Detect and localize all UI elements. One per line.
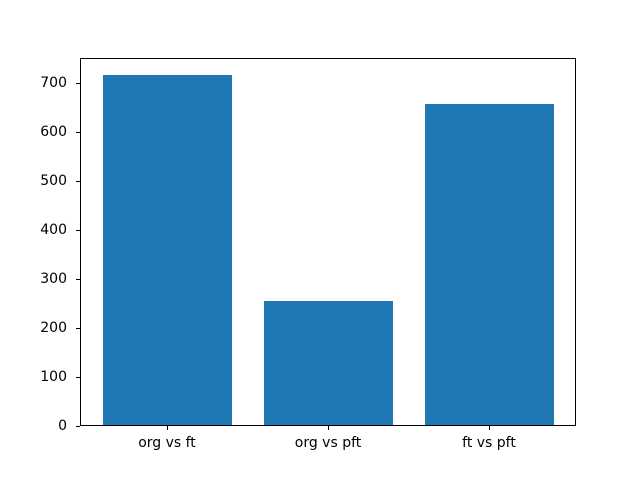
y-tick-mark [76, 279, 80, 280]
y-tick-mark [76, 230, 80, 231]
y-tick-label: 700 [40, 75, 67, 91]
y-tick-label: 500 [40, 173, 67, 189]
bar [103, 75, 232, 426]
y-tick-label: 400 [40, 222, 67, 238]
y-tick-label: 0 [58, 418, 67, 434]
y-tick-mark [76, 83, 80, 84]
y-tick-mark [76, 132, 80, 133]
y-tick-label: 100 [40, 369, 67, 385]
bar [264, 301, 393, 426]
y-tick-mark [76, 426, 80, 427]
y-tick-mark [76, 181, 80, 182]
bar [425, 104, 554, 426]
y-tick-label: 200 [40, 320, 67, 336]
x-tick-mark [328, 426, 329, 430]
y-tick-mark [76, 328, 80, 329]
x-tick-label: org vs pft [294, 435, 362, 451]
y-tick-mark [76, 377, 80, 378]
x-tick-label: org vs ft [138, 435, 196, 451]
x-tick-label: ft vs pft [462, 435, 516, 451]
x-tick-mark [489, 426, 490, 430]
y-tick-label: 300 [40, 271, 67, 287]
x-tick-mark [167, 426, 168, 430]
y-tick-label: 600 [40, 124, 67, 140]
plot-area [80, 58, 576, 426]
